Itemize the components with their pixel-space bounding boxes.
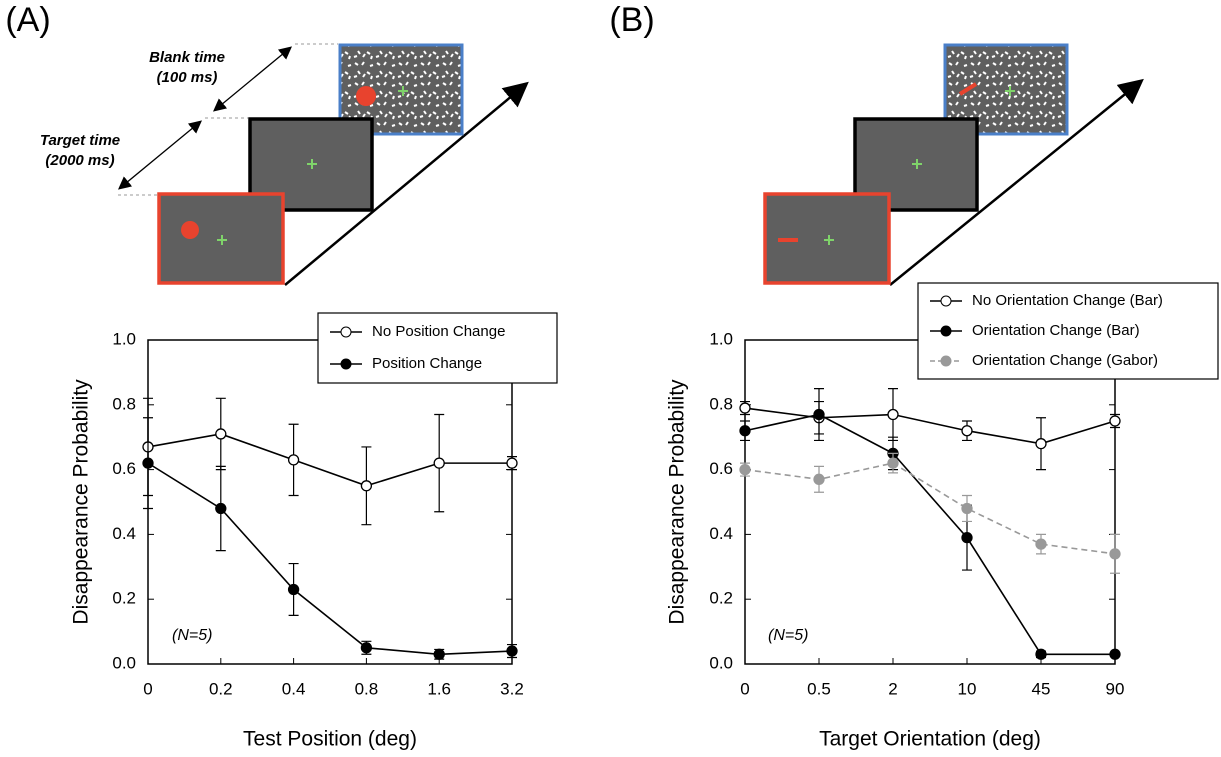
data-point (813, 473, 825, 485)
y-tick-label: 0.0 (709, 653, 733, 672)
x-tick-label: 45 (1032, 679, 1051, 698)
data-point (506, 457, 518, 469)
legend-label: No Position Change (372, 323, 505, 340)
data-point (506, 645, 518, 657)
data-point (961, 502, 973, 515)
y-tick-label: 0.6 (709, 459, 733, 478)
data-point (433, 457, 445, 469)
panel-label: (A) (5, 1, 50, 39)
y-tick-label: 0.8 (112, 394, 136, 413)
x-tick-label: 0 (143, 679, 152, 698)
series-line (744, 407, 1116, 445)
data-point (961, 425, 973, 437)
x-tick-label: 0.2 (209, 679, 233, 698)
x-tick-label: 0.5 (807, 679, 831, 698)
data-point (1035, 648, 1047, 660)
data-point (215, 428, 227, 440)
x-axis-label: Test Position (deg) (243, 728, 417, 751)
diagram-b (763, 43, 1144, 286)
data-point (360, 480, 373, 492)
data-point (1109, 648, 1121, 660)
legend-box (317, 312, 558, 384)
data-point (215, 502, 227, 515)
x-tick-label: 2 (888, 679, 897, 698)
data-point (887, 408, 899, 421)
x-tick-label: 0.4 (282, 679, 306, 698)
legend-label: Orientation Change (Gabor) (972, 352, 1158, 369)
series-line (744, 462, 1116, 555)
data-point (813, 408, 825, 421)
legend-marker (340, 326, 352, 338)
annotation: (N=5) (172, 627, 212, 644)
data-point (887, 457, 899, 469)
series-line (744, 413, 1115, 656)
legend-label: Orientation Change (Bar) (972, 322, 1140, 339)
series-line (147, 462, 513, 656)
plot-frame (147, 339, 513, 665)
y-tick-label: 0.8 (709, 394, 733, 413)
panel-label: (B) (609, 1, 654, 39)
legend-label: No Orientation Change (Bar) (972, 292, 1163, 309)
data-point (739, 425, 751, 437)
data-point (142, 457, 154, 469)
y-tick-label: 0.6 (112, 459, 136, 478)
annotation: (N=5) (768, 627, 808, 644)
legend-box (917, 282, 1219, 380)
data-point (961, 531, 973, 544)
data-point (287, 583, 300, 596)
legend-marker (940, 325, 952, 337)
legend-label: Position Change (372, 355, 482, 372)
y-tick-label: 0.4 (709, 524, 733, 543)
x-tick-label: 0.8 (355, 679, 379, 698)
data-point (360, 642, 373, 654)
x-tick-label: 10 (958, 679, 977, 698)
data-point (739, 463, 751, 476)
diagram-a: Blank time (100 ms) Target time (2000 ms… (40, 43, 529, 286)
y-tick-label: 1.0 (112, 329, 136, 348)
data-point (433, 648, 445, 660)
series-line (147, 433, 512, 487)
data-point (287, 454, 300, 466)
y-tick-label: 0.4 (112, 524, 136, 543)
diagram-label: (2000 ms) (45, 152, 114, 169)
y-tick-label: 0.0 (112, 653, 136, 672)
x-tick-label: 3.2 (500, 679, 524, 698)
legend-marker (340, 358, 352, 370)
y-axis-label: Disappearance Probability (666, 379, 689, 625)
data-point (1035, 438, 1047, 450)
x-tick-label: 90 (1106, 679, 1125, 698)
diagram-label: Target time (40, 132, 120, 149)
diagram-label: Blank time (149, 49, 225, 66)
x-tick-label: 1.6 (427, 679, 451, 698)
x-tick-label: 0 (740, 679, 749, 698)
y-tick-label: 0.2 (709, 589, 733, 608)
y-axis-label: Disappearance Probability (70, 379, 93, 625)
data-point (1109, 548, 1121, 560)
diagram-label: (100 ms) (157, 69, 218, 86)
data-point (1109, 415, 1121, 427)
data-point (739, 402, 751, 414)
x-axis-label: Target Orientation (deg) (819, 728, 1041, 751)
legend-marker (940, 295, 952, 307)
legend-marker (940, 355, 952, 367)
plot-frame (744, 339, 1116, 665)
data-point (1035, 538, 1047, 550)
y-tick-label: 0.2 (112, 589, 136, 608)
y-tick-label: 1.0 (709, 329, 733, 348)
